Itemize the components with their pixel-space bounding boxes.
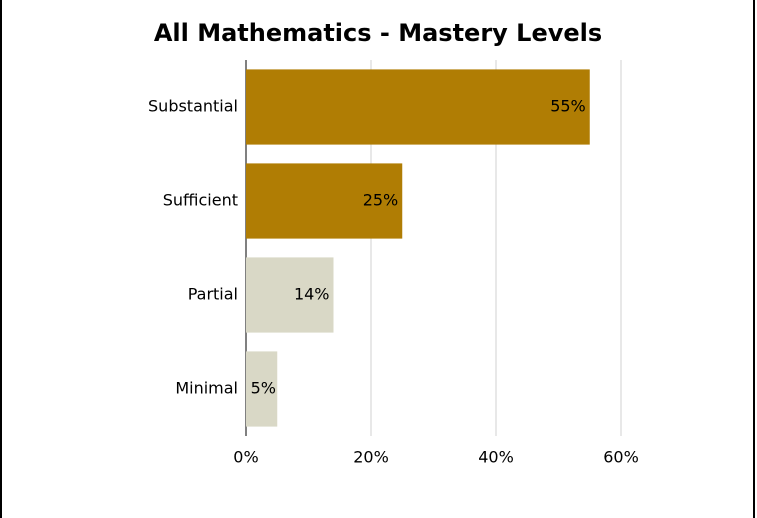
y-tick-label: Partial <box>188 285 238 304</box>
x-tick-label: 0% <box>233 448 258 467</box>
value-label: 14% <box>294 285 330 304</box>
y-tick-label: Sufficient <box>163 191 238 210</box>
y-tick-label: Substantial <box>148 97 238 116</box>
bar <box>246 163 403 239</box>
y-tick-label: Minimal <box>175 379 238 398</box>
value-label: 25% <box>363 191 399 210</box>
bar <box>246 351 278 427</box>
value-label: 55% <box>550 97 586 116</box>
bar <box>246 69 590 145</box>
value-label: 5% <box>251 379 276 398</box>
x-tick-label: 20% <box>353 448 389 467</box>
x-tick-label: 60% <box>603 448 639 467</box>
chart-title: All Mathematics - Mastery Levels <box>154 19 602 47</box>
x-tick-label: 40% <box>478 448 514 467</box>
bar <box>246 257 334 333</box>
